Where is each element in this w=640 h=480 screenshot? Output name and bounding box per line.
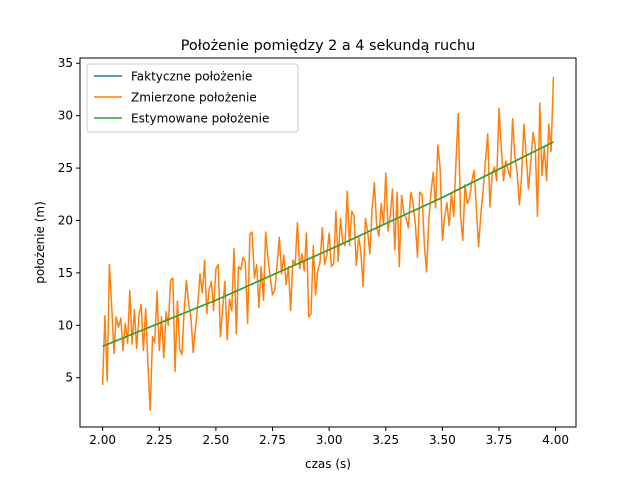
- x-tick-label: 2.50: [203, 433, 230, 447]
- x-tick-label: 2.75: [259, 433, 286, 447]
- y-tick-label: 20: [58, 213, 73, 227]
- legend-entry-label: Estymowane położenie: [131, 112, 269, 126]
- y-tick-label: 5: [65, 371, 73, 385]
- y-tick-label: 10: [58, 318, 73, 332]
- legend-entry-label: Faktyczne położenie: [131, 70, 252, 84]
- y-tick-label: 35: [58, 56, 73, 70]
- y-tick-label: 25: [58, 161, 73, 175]
- plot-frame: [79, 57, 577, 428]
- plot-area: [79, 57, 577, 428]
- legend: Faktyczne położenie Zmierzone położenie Es…: [86, 63, 299, 133]
- series-line-1: [101, 76, 555, 411]
- series-layer: [101, 76, 555, 411]
- y-tick-label: 15: [58, 266, 73, 280]
- x-tick-label: 3.25: [372, 433, 399, 447]
- x-axis-label: czas (s): [305, 457, 351, 471]
- x-axis: 2.00 2.25 2.50 2.75 3.00 3.25 3.50 3.75 4.00: [89, 427, 569, 447]
- chart-title: Położenie pomiędzy 2 a 4 sekundą ruchu: [181, 38, 475, 54]
- x-tick-label: 4.00: [542, 433, 569, 447]
- y-axis-label: położenie (m): [33, 201, 47, 284]
- x-tick-label: 2.00: [89, 433, 116, 447]
- legend-box: [86, 63, 299, 133]
- x-tick-label: 3.75: [486, 433, 513, 447]
- y-tick-label: 30: [58, 109, 73, 123]
- x-tick-label: 2.25: [146, 433, 173, 447]
- series-line-2: [102, 141, 554, 347]
- y-axis: 5 10 15 20 25 30 35: [58, 56, 80, 385]
- x-tick-label: 3.50: [429, 433, 456, 447]
- legend-entry-label: Zmierzone położenie: [131, 91, 257, 105]
- x-tick-label: 3.00: [316, 433, 343, 447]
